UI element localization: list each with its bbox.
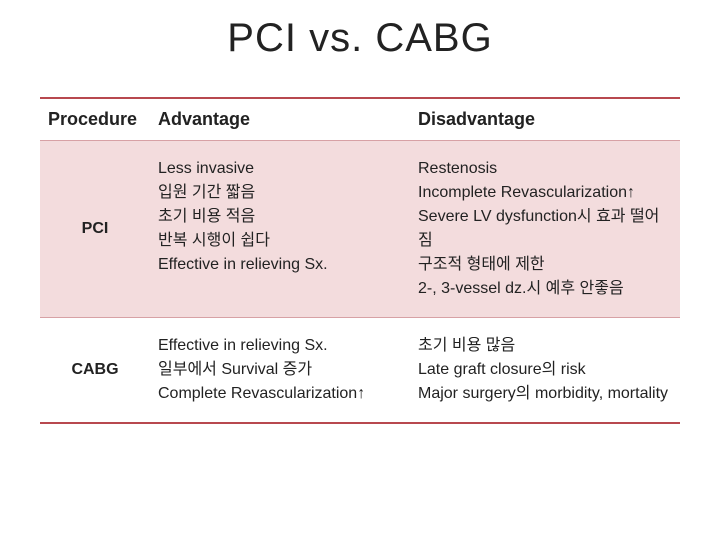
line: 초기 비용 많음 <box>418 334 672 358</box>
cell-advantage: Less invasive 입원 기간 짧음 초기 비용 적음 반복 시행이 쉽… <box>150 141 410 318</box>
line: Complete Revascularization↑ <box>158 382 402 406</box>
table-header-row: Procedure Advantage Disadvantage <box>40 98 680 141</box>
col-header-disadvantage: Disadvantage <box>410 98 680 141</box>
table-row: PCI Less invasive 입원 기간 짧음 초기 비용 적음 반복 시… <box>40 141 680 318</box>
line: Major surgery의 morbidity, mortality <box>418 382 672 406</box>
procedure-label: PCI <box>40 141 150 318</box>
line: Severe LV dysfunction시 효과 떨어짐 <box>418 205 672 253</box>
col-header-advantage: Advantage <box>150 98 410 141</box>
slide: PCI vs. CABG Procedure Advantage Disadva… <box>0 0 720 424</box>
cell-disadvantage: Restenosis Incomplete Revascularization↑… <box>410 141 680 318</box>
page-title: PCI vs. CABG <box>40 16 680 61</box>
col-header-procedure: Procedure <box>40 98 150 141</box>
cell-advantage: Effective in relieving Sx. 일부에서 Survival… <box>150 318 410 424</box>
comparison-table: Procedure Advantage Disadvantage PCI Les… <box>40 97 680 424</box>
line: 반복 시행이 쉽다 <box>158 229 402 253</box>
line: 입원 기간 짧음 <box>158 181 402 205</box>
line: 일부에서 Survival 증가 <box>158 358 402 382</box>
line: Restenosis <box>418 157 672 181</box>
cell-disadvantage: 초기 비용 많음 Late graft closure의 risk Major … <box>410 318 680 424</box>
line: Effective in relieving Sx. <box>158 253 402 277</box>
line: 초기 비용 적음 <box>158 205 402 229</box>
line: Less invasive <box>158 157 402 181</box>
table-row: CABG Effective in relieving Sx. 일부에서 Sur… <box>40 318 680 424</box>
line: Incomplete Revascularization↑ <box>418 181 672 205</box>
line: Late graft closure의 risk <box>418 358 672 382</box>
procedure-label: CABG <box>40 318 150 424</box>
line: 2-, 3-vessel dz.시 예후 안좋음 <box>418 277 672 301</box>
line: Effective in relieving Sx. <box>158 334 402 358</box>
line: 구조적 형태에 제한 <box>418 253 672 277</box>
